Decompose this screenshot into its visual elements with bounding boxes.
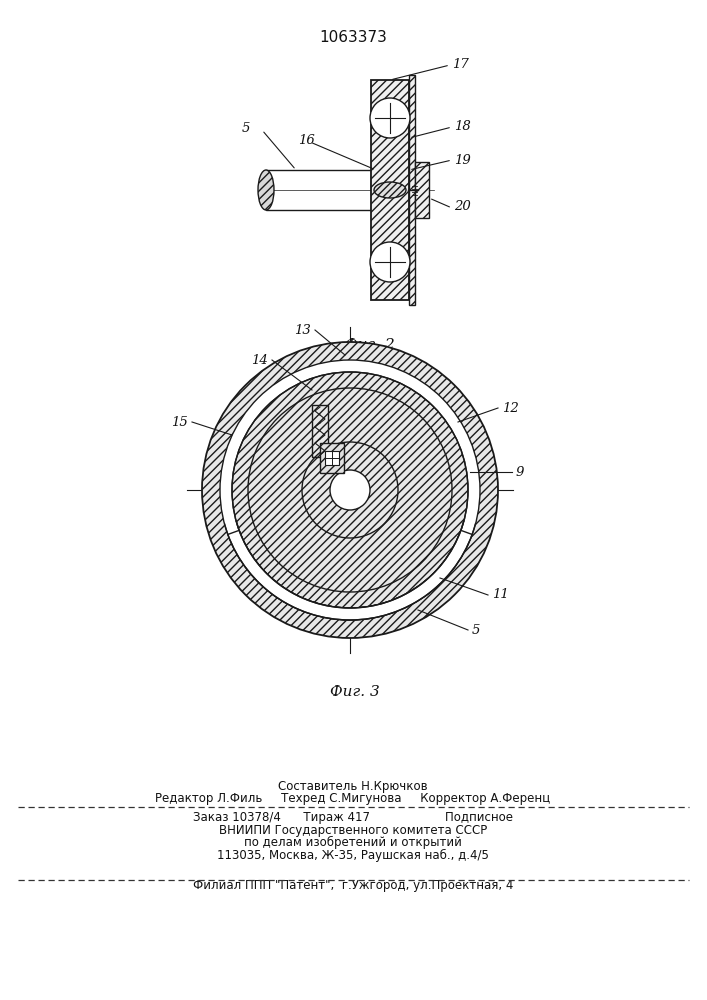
- Circle shape: [248, 388, 452, 592]
- Text: 14: 14: [251, 354, 268, 366]
- Text: 19: 19: [454, 153, 471, 166]
- Ellipse shape: [374, 182, 406, 198]
- Circle shape: [202, 342, 498, 638]
- Circle shape: [302, 442, 398, 538]
- Text: Фиг. 2: Фиг. 2: [345, 338, 395, 352]
- Text: 16: 16: [298, 133, 315, 146]
- Text: 13: 13: [294, 324, 311, 336]
- Text: Редактор Л.Филь     Техред С.Мигунова     Корректор А.Ференц: Редактор Л.Филь Техред С.Мигунова Коррек…: [156, 792, 551, 805]
- Circle shape: [370, 242, 410, 282]
- Text: Фиг. 3: Фиг. 3: [330, 685, 380, 699]
- Text: 12: 12: [502, 401, 519, 414]
- Text: 1063373: 1063373: [319, 30, 387, 45]
- Circle shape: [220, 360, 480, 620]
- Bar: [371, 80, 409, 300]
- Text: Филиал ППП "Патент",  г.Ужгород, ул.Проектная, 4: Филиал ППП "Патент", г.Ужгород, ул.Проек…: [193, 879, 513, 892]
- Text: 17: 17: [452, 57, 469, 70]
- Wedge shape: [228, 530, 472, 620]
- Bar: [325, 451, 339, 465]
- Text: по делам изобретений и открытий: по делам изобретений и открытий: [244, 836, 462, 849]
- Text: 18: 18: [454, 120, 471, 133]
- Text: 5: 5: [242, 121, 250, 134]
- Bar: [312, 405, 328, 457]
- Ellipse shape: [258, 170, 274, 210]
- Bar: [266, 170, 371, 210]
- Circle shape: [370, 98, 410, 138]
- Text: 15: 15: [171, 416, 188, 428]
- Circle shape: [232, 372, 468, 608]
- Text: Заказ 10378/4      Тираж 417                    Подписное: Заказ 10378/4 Тираж 417 Подписное: [193, 811, 513, 824]
- Text: 9: 9: [516, 466, 525, 479]
- Bar: [320, 443, 344, 473]
- Text: ВНИИПИ Государственного комитета СССР: ВНИИПИ Государственного комитета СССР: [219, 824, 487, 837]
- Text: 113035, Москва, Ж-35, Раушская наб., д.4/5: 113035, Москва, Ж-35, Раушская наб., д.4…: [217, 849, 489, 862]
- Bar: [409, 75, 415, 305]
- Text: 11: 11: [492, 588, 509, 601]
- Text: Составитель Н.Крючков: Составитель Н.Крючков: [278, 780, 428, 793]
- Bar: [415, 162, 429, 218]
- Text: 5: 5: [472, 624, 480, 637]
- Circle shape: [330, 470, 370, 510]
- Text: 20: 20: [454, 200, 471, 214]
